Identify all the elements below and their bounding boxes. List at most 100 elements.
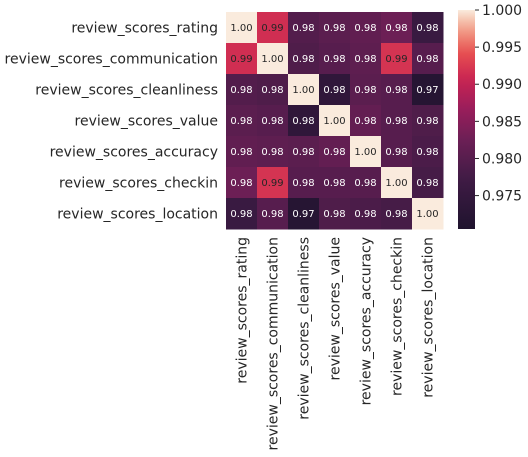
heatmap-cell-label: 0.98 bbox=[230, 178, 252, 189]
heatmap-cell-label: 0.98 bbox=[385, 85, 407, 96]
heatmap-cell-label: 0.98 bbox=[385, 23, 407, 34]
heatmap-cell-label: 0.98 bbox=[230, 209, 252, 220]
heatmap-cell bbox=[350, 136, 382, 168]
heatmap-cell bbox=[381, 74, 413, 106]
heatmap-cell bbox=[350, 12, 382, 44]
heatmap-cell-label: 0.98 bbox=[385, 209, 407, 220]
heatmap-cell bbox=[350, 167, 382, 199]
heatmap-cell-label: 0.98 bbox=[323, 23, 345, 34]
heatmap-cell bbox=[257, 105, 289, 137]
y-tick-label: review_scores_value bbox=[75, 114, 218, 130]
x-tick-labels: review_scores_rating review_scores_commun… bbox=[235, 237, 437, 450]
heatmap-cell-label: 0.98 bbox=[230, 147, 252, 158]
heatmap-cell-label: 0.99 bbox=[385, 54, 407, 65]
heatmap-cell bbox=[350, 198, 382, 230]
heatmap-cell bbox=[288, 167, 320, 199]
heatmap-cell bbox=[412, 43, 444, 75]
heatmap-cell-label: 1.00 bbox=[261, 54, 283, 65]
heatmap-cell-label: 0.98 bbox=[416, 178, 438, 189]
heatmap-cell bbox=[226, 43, 258, 75]
heatmap-cell bbox=[257, 198, 289, 230]
heatmap-cell-label: 0.98 bbox=[323, 178, 345, 189]
y-tick-labels: review_scores_rating review_scores_commun… bbox=[5, 21, 218, 223]
y-tick-label: review_scores_checkin bbox=[59, 176, 218, 192]
colorbar-gradient bbox=[458, 10, 475, 229]
colorbar: 1.000 0.995 0.990 0.985 0.980 0.975 bbox=[458, 3, 522, 229]
heatmap-cell bbox=[412, 167, 444, 199]
heatmap-cell bbox=[381, 136, 413, 168]
heatmap-cell-label: 0.98 bbox=[230, 85, 252, 96]
x-tick-label: review_scores_rating bbox=[235, 237, 251, 384]
heatmap-cell-label: 0.98 bbox=[416, 147, 438, 158]
heatmap-cell-label: 0.98 bbox=[292, 178, 314, 189]
heatmap-cell-label: 1.00 bbox=[385, 178, 407, 189]
heatmap-cell bbox=[226, 167, 258, 199]
heatmap-cell bbox=[412, 136, 444, 168]
heatmap-cell-label: 0.98 bbox=[323, 54, 345, 65]
heatmap-cell bbox=[319, 167, 351, 199]
x-tick-label: review_scores_cleanliness bbox=[297, 237, 313, 420]
heatmap-cell-label: 0.98 bbox=[354, 178, 376, 189]
heatmap-cell bbox=[319, 198, 351, 230]
heatmap-cell bbox=[350, 43, 382, 75]
heatmap-cells bbox=[226, 12, 444, 230]
y-tick-label: review_scores_communication bbox=[5, 52, 218, 68]
heatmap-cell-label: 1.00 bbox=[416, 209, 438, 220]
heatmap-cell bbox=[257, 74, 289, 106]
heatmap-cell bbox=[381, 167, 413, 199]
heatmap-cell-label: 0.98 bbox=[354, 54, 376, 65]
heatmap-cell bbox=[412, 74, 444, 106]
heatmap-cell bbox=[257, 167, 289, 199]
heatmap-cell-label: 0.99 bbox=[230, 54, 252, 65]
heatmap-cell bbox=[319, 12, 351, 44]
heatmap-cell-label: 0.99 bbox=[261, 178, 283, 189]
heatmap-cell bbox=[288, 198, 320, 230]
heatmap-cell bbox=[381, 12, 413, 44]
heatmap-cell-label: 0.98 bbox=[292, 54, 314, 65]
colorbar-tick-label: 0.995 bbox=[482, 40, 522, 56]
heatmap-cell-label: 0.98 bbox=[292, 23, 314, 34]
colorbar-tick-label: 0.985 bbox=[482, 114, 522, 130]
y-tick-label: review_scores_cleanliness bbox=[35, 83, 218, 99]
heatmap-cell-label: 1.00 bbox=[230, 23, 252, 34]
heatmap-cell-label: 0.98 bbox=[354, 85, 376, 96]
y-tick-label: review_scores_accuracy bbox=[50, 145, 218, 161]
heatmap-cell bbox=[350, 105, 382, 137]
heatmap-cell-label: 0.98 bbox=[292, 116, 314, 127]
heatmap-cell-label: 0.98 bbox=[261, 116, 283, 127]
heatmap-cell-label: 0.98 bbox=[323, 85, 345, 96]
heatmap-cell-label: 0.98 bbox=[230, 116, 252, 127]
x-tick-label: review_scores_value bbox=[328, 237, 344, 380]
heatmap-cell bbox=[288, 12, 320, 44]
heatmap-cell-label: 0.98 bbox=[385, 147, 407, 158]
colorbar-tick-label: 0.990 bbox=[482, 77, 522, 93]
heatmap-cell bbox=[319, 74, 351, 106]
heatmap-cell-label: 0.98 bbox=[261, 85, 283, 96]
heatmap-cell-label: 0.98 bbox=[416, 23, 438, 34]
heatmap-cell-label: 0.98 bbox=[354, 23, 376, 34]
y-tick-label: review_scores_rating bbox=[71, 21, 218, 37]
heatmap-cell-label: 0.97 bbox=[292, 209, 314, 220]
heatmap-cell-label: 0.98 bbox=[323, 147, 345, 158]
heatmap-cell bbox=[226, 198, 258, 230]
heatmap-cell bbox=[257, 136, 289, 168]
heatmap-cell bbox=[319, 43, 351, 75]
heatmap-cell bbox=[288, 136, 320, 168]
heatmap-cell bbox=[350, 74, 382, 106]
heatmap-cell-label: 0.97 bbox=[416, 85, 438, 96]
colorbar-tick-label: 1.000 bbox=[482, 3, 522, 19]
x-tick-label: review_scores_communication bbox=[266, 237, 282, 450]
heatmap-cell bbox=[226, 136, 258, 168]
heatmap-cell-labels: 1.00 0.99 0.98 0.98 0.98 0.98 0.98 0.99 1.00 0.98… bbox=[230, 23, 438, 220]
heatmap-cell-label: 0.98 bbox=[261, 209, 283, 220]
heatmap-cell-label: 0.98 bbox=[416, 54, 438, 65]
heatmap-cell-label: 0.98 bbox=[261, 147, 283, 158]
heatmap-cell bbox=[381, 105, 413, 137]
heatmap-cell bbox=[288, 74, 320, 106]
heatmap-cell bbox=[226, 105, 258, 137]
heatmap-cell bbox=[288, 43, 320, 75]
heatmap-cell bbox=[288, 105, 320, 137]
heatmap-cell bbox=[319, 105, 351, 137]
heatmap-cell bbox=[381, 198, 413, 230]
